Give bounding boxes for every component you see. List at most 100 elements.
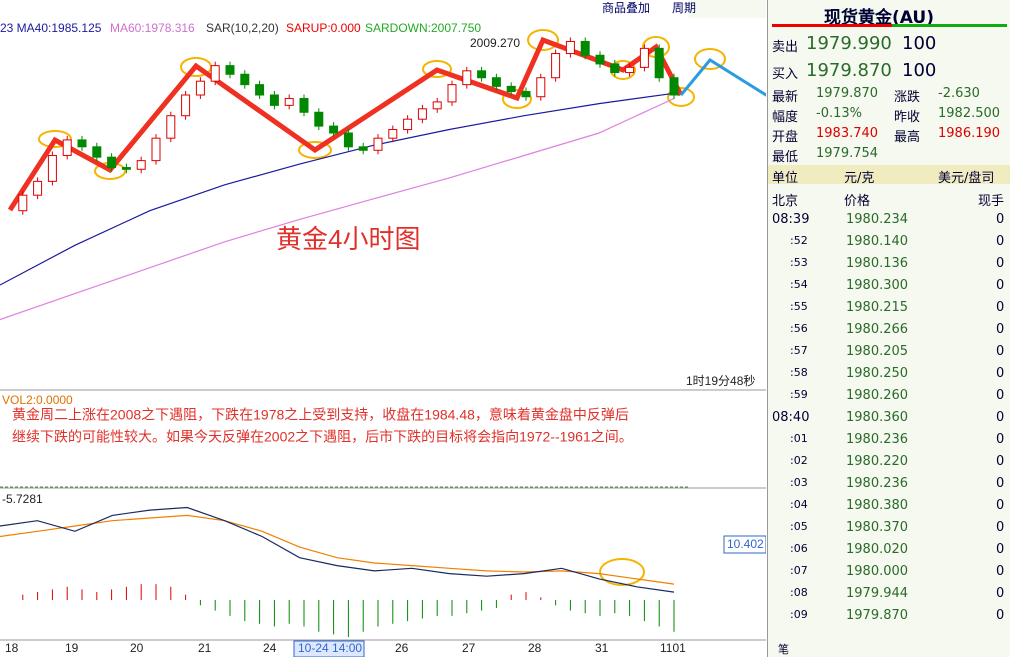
column-header: 现手 xyxy=(978,194,1005,209)
x-tick-label: 19 xyxy=(65,641,79,655)
candle xyxy=(521,91,531,98)
volume: 0 xyxy=(996,498,1005,513)
label: 涨跌 xyxy=(894,90,921,105)
x-tick-label: 18 xyxy=(5,641,19,655)
value-box xyxy=(723,535,766,554)
column-header: 北京 xyxy=(772,194,799,209)
candle xyxy=(625,66,635,74)
candle xyxy=(269,94,279,106)
candle xyxy=(639,47,649,68)
volume: 0 xyxy=(996,432,1005,447)
time: :54 xyxy=(790,278,808,291)
price: 1980.234 xyxy=(846,212,909,227)
price: 1979.990 xyxy=(806,33,892,54)
candle xyxy=(506,85,516,93)
time: :05 xyxy=(790,520,808,533)
label: 幅度 xyxy=(772,110,799,125)
candle xyxy=(329,125,339,134)
line xyxy=(0,92,675,286)
quote-panel: 现货黄金(AU) 卖出 1979.990 100 买入 1979.870 100 最新 1979… xyxy=(767,0,1010,657)
volume: 0 xyxy=(996,344,1005,359)
quote-title: 现货黄金(AU) xyxy=(824,8,934,28)
price: 1980.380 xyxy=(846,498,909,513)
price: 1980.000 xyxy=(846,564,909,579)
candle xyxy=(654,47,664,79)
candle xyxy=(299,97,309,113)
price: 1980.020 xyxy=(846,542,909,557)
column-header: 价格 xyxy=(844,194,871,209)
time: :53 xyxy=(790,256,808,269)
toolbar xyxy=(688,0,766,18)
candle xyxy=(595,54,605,65)
candle xyxy=(417,108,427,120)
candle xyxy=(195,80,205,96)
line xyxy=(0,506,675,593)
time: :55 xyxy=(790,300,808,313)
candle xyxy=(551,53,561,79)
candle xyxy=(388,129,398,139)
label: 买入 xyxy=(772,67,799,82)
volume: 0 xyxy=(996,388,1005,403)
unit-bar xyxy=(768,165,1010,184)
time: :57 xyxy=(790,344,808,357)
candle xyxy=(255,84,265,96)
line xyxy=(0,514,675,585)
candle xyxy=(225,65,235,75)
price: 1980.360 xyxy=(846,410,909,425)
label: 卖出 xyxy=(772,40,799,55)
price: 1980.236 xyxy=(846,432,909,447)
candle xyxy=(314,111,324,127)
cursor-box xyxy=(293,640,365,657)
candle xyxy=(121,167,131,170)
time: :04 xyxy=(790,498,808,511)
value: -2.630 xyxy=(938,86,980,101)
chart-bg xyxy=(0,0,766,657)
price: 1980.215 xyxy=(846,300,909,315)
sardown-label: SARDOWN:2007.750 xyxy=(365,21,481,35)
price: 1980.266 xyxy=(846,322,909,337)
unit: 元/克 xyxy=(844,171,875,186)
candle xyxy=(373,137,383,151)
ma60-label: MA60:1978.316 xyxy=(110,21,195,35)
candle xyxy=(107,156,117,169)
time: :09 xyxy=(790,608,808,621)
button[interactable]: 商品叠加 xyxy=(602,0,650,15)
label: 昨收 xyxy=(894,110,921,125)
trend-arrows xyxy=(7,36,684,212)
checkbox[interactable]: 美元/盘司 xyxy=(938,171,995,186)
x-tick-label: 31 xyxy=(595,641,609,655)
x-tick-label: 27 xyxy=(462,641,476,655)
candle xyxy=(210,65,220,82)
volume: 0 xyxy=(996,520,1005,535)
macd-value: 10.402 xyxy=(727,537,764,551)
value: 1986.190 xyxy=(938,126,1001,141)
candle xyxy=(610,63,620,74)
value: 1983.740 xyxy=(816,126,879,141)
volume: 0 xyxy=(996,586,1005,601)
candle xyxy=(403,118,413,131)
button[interactable]: 周期 xyxy=(672,1,696,15)
volume: 0 xyxy=(996,410,1005,425)
high-label: 2009.270 xyxy=(470,36,520,50)
price: 1980.136 xyxy=(846,256,909,271)
x-tick-label: 20 xyxy=(130,641,144,655)
label: 单位 xyxy=(772,171,799,186)
candle xyxy=(477,70,487,79)
macd-label: -5.7281 xyxy=(2,492,43,506)
label: 最低 xyxy=(772,150,799,165)
price: 1980.260 xyxy=(846,388,909,403)
x-tick-label: 1101 xyxy=(660,641,686,655)
time: :03 xyxy=(790,476,808,489)
chart: 23 MA40:1985.125 MA60:1978.316 SAR(10,2,… xyxy=(0,0,766,657)
time: :58 xyxy=(790,366,808,379)
label: 开盘 xyxy=(772,130,799,145)
volume: 0 xyxy=(996,278,1005,293)
bar xyxy=(772,24,892,27)
x-tick-label: 28 xyxy=(528,641,542,655)
time: :01 xyxy=(790,432,808,445)
chart-title: 黄金4小时图 xyxy=(276,224,420,254)
candle xyxy=(284,97,294,106)
candle xyxy=(462,70,472,86)
volume: 100 xyxy=(902,60,937,81)
